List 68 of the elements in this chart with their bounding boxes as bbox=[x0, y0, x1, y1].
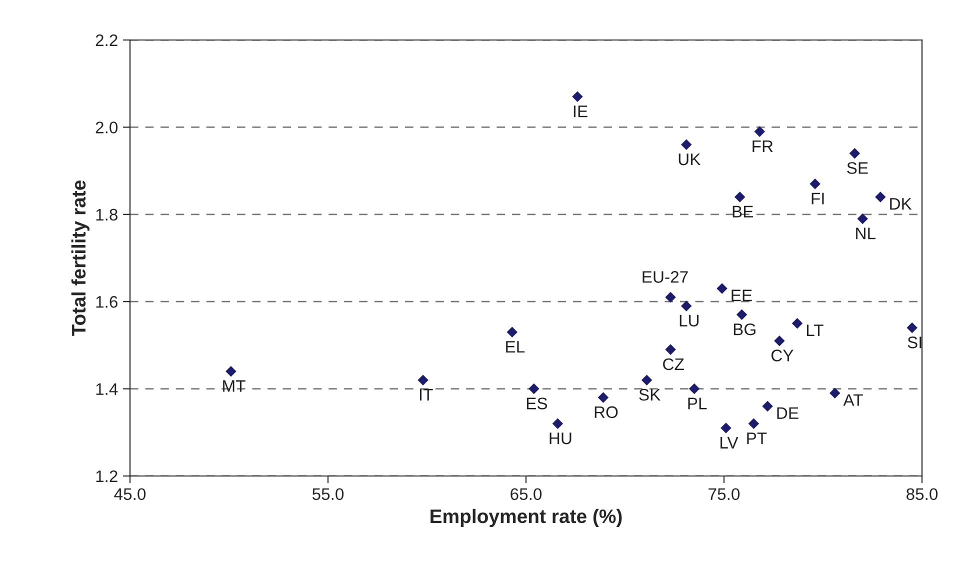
y-tick-label: 1.2 bbox=[96, 470, 118, 482]
point bbox=[418, 374, 428, 386]
point bbox=[506, 326, 518, 338]
data-label: UK bbox=[678, 154, 701, 166]
point bbox=[528, 383, 540, 394]
point bbox=[720, 422, 732, 434]
data-label: SI bbox=[908, 336, 922, 348]
point bbox=[810, 178, 820, 190]
point bbox=[906, 322, 918, 334]
data-label: LT bbox=[806, 324, 824, 336]
point bbox=[849, 148, 860, 159]
point bbox=[572, 91, 583, 102]
point bbox=[857, 213, 868, 224]
point bbox=[792, 318, 803, 329]
point bbox=[665, 344, 676, 355]
point bbox=[754, 126, 766, 137]
point bbox=[681, 139, 692, 150]
point bbox=[681, 300, 692, 312]
point bbox=[552, 418, 564, 430]
data-label: DK bbox=[890, 198, 912, 210]
x-tick-label: 65.0 bbox=[510, 488, 542, 500]
data-label: PT bbox=[747, 432, 767, 444]
point bbox=[736, 309, 748, 320]
data-label: IE bbox=[574, 106, 588, 118]
data-label: CZ bbox=[663, 358, 684, 370]
point bbox=[734, 192, 746, 202]
data-label: SE bbox=[847, 162, 868, 174]
data-label: LV bbox=[720, 436, 738, 448]
x-tick-label: 45.0 bbox=[114, 488, 146, 500]
point bbox=[830, 388, 840, 399]
data-label: ES bbox=[526, 398, 548, 410]
data-label: AT bbox=[843, 394, 863, 406]
y-tick-label: 1.8 bbox=[96, 208, 118, 221]
point bbox=[774, 335, 785, 346]
y-tick-label: 1.4 bbox=[96, 383, 118, 395]
data-label: EU-27 bbox=[642, 271, 688, 283]
point bbox=[748, 418, 760, 430]
x-axis-title: Employment rate (%) bbox=[430, 508, 622, 528]
x-tick-label: 75.0 bbox=[708, 488, 740, 500]
y-tick-label: 2.0 bbox=[96, 122, 118, 134]
data-label: NL bbox=[856, 228, 876, 240]
data-label: RO bbox=[594, 406, 618, 418]
data-label: SK bbox=[639, 388, 660, 401]
data-label: BE bbox=[732, 206, 754, 218]
point bbox=[875, 192, 886, 202]
data-label: CY bbox=[771, 350, 794, 362]
data-label: PL bbox=[688, 398, 707, 410]
data-label: IT bbox=[420, 389, 433, 400]
data-label: HU bbox=[550, 432, 572, 444]
y-tick-label: 2.2 bbox=[96, 34, 118, 46]
data-label: LU bbox=[680, 314, 699, 327]
point bbox=[598, 392, 609, 403]
point bbox=[665, 292, 676, 303]
data-label: DE bbox=[777, 407, 798, 419]
data-label: FR bbox=[752, 140, 773, 152]
x-tick-label: 55.0 bbox=[312, 488, 344, 500]
point bbox=[688, 383, 700, 394]
point bbox=[226, 366, 236, 377]
data-label: EE bbox=[732, 290, 752, 302]
x-tick-label: 85.0 bbox=[906, 488, 938, 500]
y-tick-label: 1.6 bbox=[96, 296, 118, 308]
data-label: EL bbox=[506, 341, 525, 353]
data-label: BG bbox=[734, 323, 756, 336]
point bbox=[641, 374, 652, 386]
data-label: FI bbox=[812, 192, 824, 204]
y-axis-title: Total fertility rate bbox=[71, 180, 90, 336]
point bbox=[762, 400, 773, 412]
point bbox=[716, 283, 728, 294]
